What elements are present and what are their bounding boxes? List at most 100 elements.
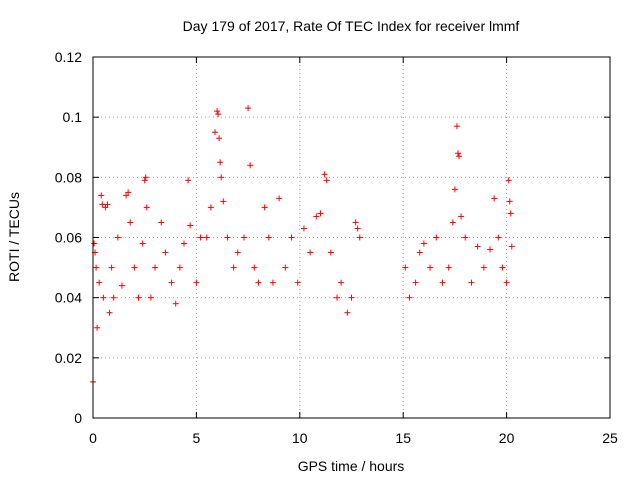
data-point: [102, 204, 109, 211]
data-point: [433, 234, 440, 241]
data-point: [240, 234, 247, 241]
data-point: [216, 135, 223, 142]
data-point: [118, 282, 125, 289]
data-point: [203, 234, 210, 241]
data-point: [168, 279, 175, 286]
data-point: [147, 294, 154, 301]
data-point: [99, 201, 106, 208]
x-axis-label: GPS time / hours: [298, 458, 405, 474]
data-point: [276, 195, 283, 202]
data-point: [499, 264, 506, 271]
data-point: [294, 279, 301, 286]
data-point: [230, 264, 237, 271]
chart-title: Day 179 of 2017, Rate Of TEC Index for r…: [183, 18, 520, 34]
data-point: [427, 264, 434, 271]
data-point: [215, 111, 222, 118]
y-tick-label: 0: [74, 410, 82, 426]
data-point: [176, 264, 183, 271]
data-point: [104, 201, 111, 208]
data-point: [338, 279, 345, 286]
data-point: [261, 204, 268, 211]
data-point: [317, 210, 324, 217]
data-points: [90, 105, 515, 385]
data-point: [162, 249, 169, 256]
data-point: [406, 294, 413, 301]
x-axis-ticks: 0 5 10 15 20 25: [89, 57, 618, 446]
x-tick-label: 10: [292, 430, 308, 446]
data-point: [288, 234, 295, 241]
x-tick-label: 0: [89, 430, 97, 446]
data-point: [172, 300, 179, 307]
data-point: [458, 213, 465, 220]
x-tick-label: 5: [193, 430, 201, 446]
data-point: [218, 174, 225, 181]
data-point: [193, 279, 200, 286]
data-point: [327, 249, 334, 256]
data-point: [334, 294, 341, 301]
data-point: [245, 105, 252, 112]
data-point: [453, 123, 460, 130]
y-tick-label: 0.04: [55, 290, 82, 306]
data-point: [212, 129, 219, 136]
data-point: [506, 198, 513, 205]
data-point: [114, 234, 121, 241]
data-point: [125, 189, 132, 196]
data-point: [142, 174, 149, 181]
data-point: [323, 177, 330, 184]
data-point: [480, 264, 487, 271]
data-point: [127, 219, 134, 226]
data-point: [143, 204, 150, 211]
data-point: [139, 240, 146, 247]
data-point: [180, 240, 187, 247]
data-point: [110, 294, 117, 301]
y-axis-label: ROTI / TECUs: [6, 192, 22, 282]
data-point: [439, 279, 446, 286]
data-point: [456, 153, 463, 160]
data-point: [96, 279, 103, 286]
y-tick-label: 0.08: [55, 169, 82, 185]
data-point: [158, 219, 165, 226]
x-tick-label: 15: [395, 430, 411, 446]
data-point: [451, 186, 458, 193]
grid-lines: [93, 57, 610, 418]
data-point: [495, 234, 502, 241]
data-point: [265, 234, 272, 241]
data-point: [416, 249, 423, 256]
data-point: [402, 264, 409, 271]
data-point: [152, 264, 159, 271]
data-point: [217, 159, 224, 166]
data-point: [234, 249, 241, 256]
data-point: [313, 213, 320, 220]
data-point: [505, 177, 512, 184]
y-tick-label: 0.1: [63, 109, 83, 125]
data-point: [474, 243, 481, 250]
data-point: [94, 324, 101, 331]
plot-frame: [92, 56, 611, 419]
data-point: [91, 240, 98, 247]
data-point: [93, 264, 100, 271]
data-point: [420, 240, 427, 247]
data-point: [462, 234, 469, 241]
data-point: [135, 294, 142, 301]
data-point: [224, 234, 231, 241]
y-axis-ticks: 0 0.02 0.04 0.06 0.08 0.1 0.12: [55, 49, 610, 426]
data-point: [344, 309, 351, 316]
data-point: [503, 279, 510, 286]
data-point: [300, 225, 307, 232]
data-point: [321, 171, 328, 178]
x-tick-label: 25: [602, 430, 618, 446]
data-point: [508, 243, 515, 250]
data-point: [251, 264, 258, 271]
data-point: [507, 210, 514, 217]
data-point: [455, 150, 462, 157]
data-point: [354, 225, 361, 232]
data-point: [197, 234, 204, 241]
data-point: [491, 195, 498, 202]
data-point: [449, 219, 456, 226]
data-point: [282, 264, 289, 271]
x-tick-label: 20: [499, 430, 515, 446]
data-point: [207, 204, 214, 211]
y-tick-label: 0.02: [55, 350, 82, 366]
data-point: [214, 108, 221, 115]
